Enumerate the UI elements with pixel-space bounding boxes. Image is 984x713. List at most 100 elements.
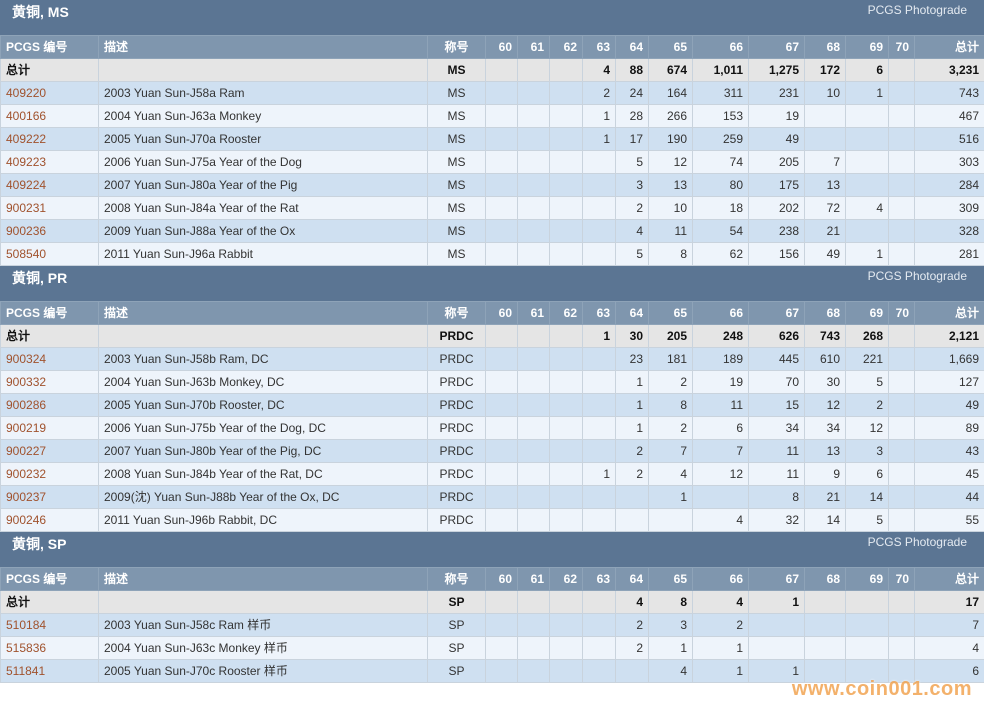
pcgs-code-link[interactable]: 900236 bbox=[6, 223, 47, 238]
designation-cell: PRDC bbox=[427, 485, 486, 509]
description-cell: 2005 Yuan Sun-J70c Rooster 样币 bbox=[98, 659, 428, 683]
grade-count-cell bbox=[845, 636, 889, 660]
grade-count-cell bbox=[549, 219, 583, 243]
grade-count-cell: 1 bbox=[615, 416, 649, 440]
description-cell: 2009(沈) Yuan Sun-J88b Year of the Ox, DC bbox=[98, 485, 428, 509]
pcgs-code-link[interactable]: 900237 bbox=[6, 489, 47, 504]
column-header-grade: 65 bbox=[648, 567, 693, 591]
total-count-cell: 43 bbox=[914, 439, 984, 463]
population-report: 黄铜, MS PCGS Photograde PCGS 编号 描述 称号 60 61 62 63… bbox=[0, 0, 984, 683]
column-header-grade: 61 bbox=[517, 35, 550, 59]
grade-count-cell bbox=[517, 416, 550, 440]
grade-count-cell bbox=[804, 104, 846, 128]
grade-count-cell bbox=[888, 104, 915, 128]
grade-count-cell bbox=[549, 659, 583, 683]
column-header-grade: 62 bbox=[549, 35, 583, 59]
pcgs-code-link[interactable]: 900232 bbox=[6, 466, 47, 481]
grade-count-cell: 164 bbox=[648, 81, 693, 105]
table-row: 900227 2007 Yuan Sun-J80b Year of the Pig… bbox=[0, 439, 984, 463]
table-row: 409224 2007 Yuan Sun-J80a Year of the Pig… bbox=[0, 173, 984, 197]
grade-count-cell: 156 bbox=[748, 242, 805, 266]
table-row: 515836 2004 Yuan Sun-J63c Monkey 样币 SP 2 1 1 4 bbox=[0, 636, 984, 660]
grade-count-cell: 12 bbox=[692, 462, 749, 486]
description-cell: 2011 Yuan Sun-J96b Rabbit, DC bbox=[98, 508, 428, 532]
grade-count-cell: 8 bbox=[748, 485, 805, 509]
grade-count-cell bbox=[888, 81, 915, 105]
table-row: 900236 2009 Yuan Sun-J88a Year of the Ox M… bbox=[0, 219, 984, 243]
grade-count-cell bbox=[517, 324, 550, 348]
table-row: 900231 2008 Yuan Sun-J84a Year of the Rat… bbox=[0, 196, 984, 220]
photograde-link[interactable]: PCGS Photograde bbox=[867, 269, 967, 283]
grade-count-cell: 13 bbox=[648, 173, 693, 197]
grade-count-cell: 6 bbox=[845, 58, 889, 82]
description-cell: 2006 Yuan Sun-J75a Year of the Dog bbox=[98, 150, 428, 174]
table-row: 508540 2011 Yuan Sun-J96a Rabbit MS 5 8 62 156… bbox=[0, 242, 984, 266]
pcgs-code-link[interactable]: 409223 bbox=[6, 154, 47, 169]
grade-count-cell bbox=[888, 58, 915, 82]
grade-count-cell bbox=[485, 324, 518, 348]
total-count-cell: 17 bbox=[914, 590, 984, 614]
grade-count-cell bbox=[582, 613, 616, 637]
designation-cell: PRDC bbox=[427, 416, 486, 440]
grade-count-cell bbox=[888, 127, 915, 151]
column-header-total: 总计 bbox=[914, 35, 984, 59]
pcgs-code-link[interactable]: 900231 bbox=[6, 200, 47, 215]
table-row: 511841 2005 Yuan Sun-J70c Rooster 样币 SP 4 1 1… bbox=[0, 659, 984, 683]
grade-count-cell: 2 bbox=[615, 613, 649, 637]
pcgs-code-link[interactable]: 508540 bbox=[6, 246, 47, 261]
table-row: 900246 2011 Yuan Sun-J96b Rabbit, DC PRDC 4… bbox=[0, 508, 984, 532]
grade-count-cell: 70 bbox=[748, 370, 805, 394]
pcgs-code-link[interactable]: 511841 bbox=[6, 663, 46, 678]
grade-count-cell: 34 bbox=[804, 416, 846, 440]
pcgs-code-link[interactable]: 510184 bbox=[6, 617, 47, 632]
total-count-cell: 516 bbox=[914, 127, 984, 151]
pcgs-code-link[interactable]: 400166 bbox=[6, 108, 47, 123]
grade-count-cell: 4 bbox=[692, 590, 749, 614]
grade-count-cell bbox=[517, 104, 550, 128]
grade-count-cell: 1 bbox=[845, 242, 889, 266]
column-header-grade: 61 bbox=[517, 567, 550, 591]
column-header-grade: 66 bbox=[692, 301, 749, 325]
pcgs-code-link[interactable]: 900227 bbox=[6, 443, 47, 458]
grade-count-cell: 8 bbox=[648, 590, 693, 614]
grade-count-cell: 175 bbox=[748, 173, 805, 197]
grade-count-cell bbox=[485, 196, 518, 220]
column-header-code: PCGS 编号 bbox=[0, 301, 99, 325]
grade-count-cell bbox=[888, 393, 915, 417]
column-header-total: 总计 bbox=[914, 567, 984, 591]
photograde-link[interactable]: PCGS Photograde bbox=[867, 535, 967, 549]
grade-count-cell bbox=[615, 659, 649, 683]
grade-count-cell bbox=[845, 590, 889, 614]
grade-count-cell bbox=[804, 590, 846, 614]
grade-count-cell bbox=[845, 613, 889, 637]
grade-count-cell bbox=[582, 196, 616, 220]
grade-count-cell: 3 bbox=[648, 613, 693, 637]
grade-count-cell bbox=[517, 173, 550, 197]
total-count-cell: 4 bbox=[914, 636, 984, 660]
total-label: 总计 bbox=[0, 590, 99, 614]
grade-count-cell: 172 bbox=[804, 58, 846, 82]
pcgs-code-link[interactable]: 900286 bbox=[6, 397, 47, 412]
section-title: 黄铜, SP bbox=[12, 536, 67, 552]
table-row: 409222 2005 Yuan Sun-J70a Rooster MS 1 17 190… bbox=[0, 127, 984, 151]
description-cell bbox=[98, 58, 428, 82]
pcgs-code-link[interactable]: 409222 bbox=[6, 131, 47, 146]
pcgs-code-link[interactable]: 515836 bbox=[6, 640, 47, 655]
pcgs-code-cell: 508540 bbox=[0, 242, 99, 266]
grade-count-cell: 2 bbox=[648, 370, 693, 394]
grade-count-cell: 2 bbox=[845, 393, 889, 417]
pcgs-code-link[interactable]: 409220 bbox=[6, 85, 47, 100]
pcgs-code-cell: 900236 bbox=[0, 219, 99, 243]
pcgs-code-link[interactable]: 900332 bbox=[6, 374, 47, 389]
description-cell: 2008 Yuan Sun-J84a Year of the Rat bbox=[98, 196, 428, 220]
pcgs-code-link[interactable]: 900219 bbox=[6, 420, 47, 435]
grade-count-cell bbox=[517, 613, 550, 637]
column-header-grade: 67 bbox=[748, 567, 805, 591]
grade-count-cell bbox=[648, 508, 693, 532]
pcgs-code-link[interactable]: 409224 bbox=[6, 177, 47, 192]
designation-cell: PRDC bbox=[427, 347, 486, 371]
pcgs-code-link[interactable]: 900324 bbox=[6, 351, 47, 366]
total-row: 总计 PRDC 1 30 205 248 626 743 268 2,121 bbox=[0, 324, 984, 348]
photograde-link[interactable]: PCGS Photograde bbox=[867, 3, 967, 17]
pcgs-code-link[interactable]: 900246 bbox=[6, 512, 47, 527]
